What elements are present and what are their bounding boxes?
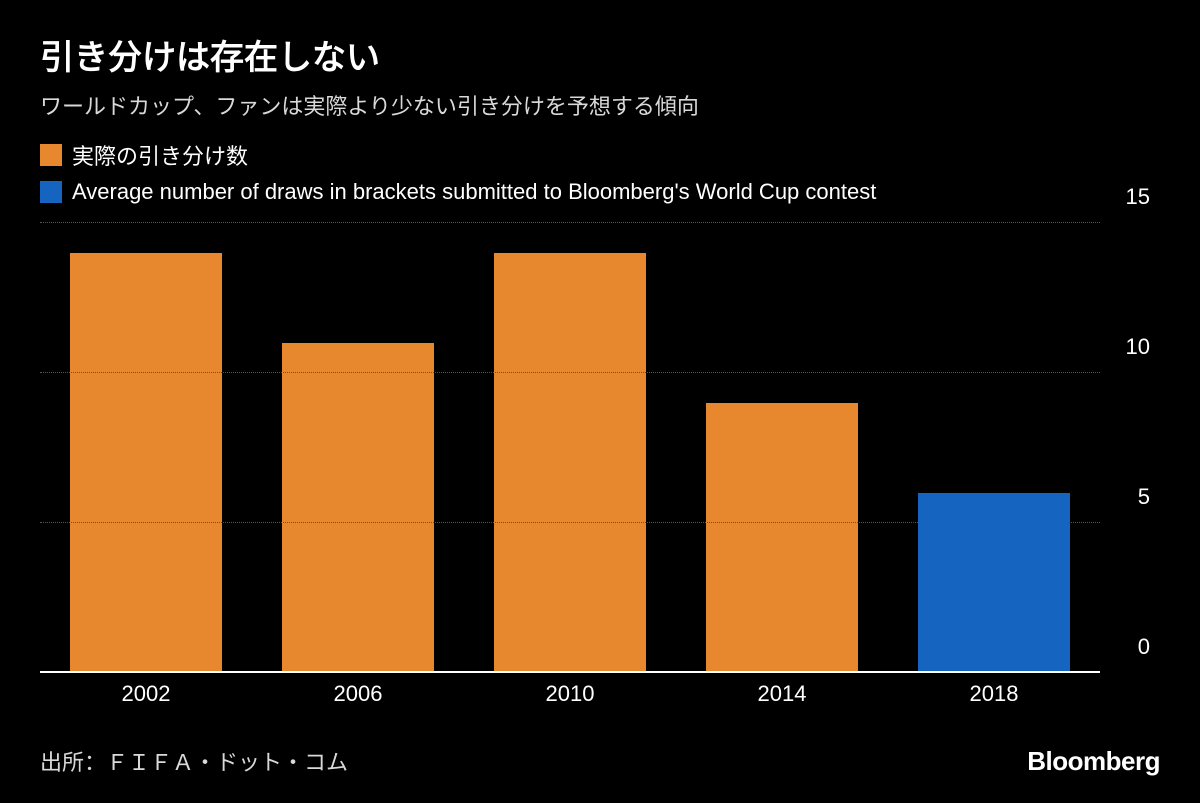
x-tick-label: 2018 [970, 681, 1019, 707]
bar [70, 253, 223, 673]
x-tick-label: 2010 [546, 681, 595, 707]
legend-swatch-icon [40, 181, 62, 203]
bars-group: 20022006201020142018 [40, 223, 1100, 673]
source-text: 出所：ＦＩＦＡ・ドット・コム [40, 745, 348, 777]
plot-area: 20022006201020142018 051015 [40, 223, 1100, 713]
chart-footer: 出所：ＦＩＦＡ・ドット・コム Bloomberg [40, 745, 1160, 777]
legend-item-predicted: Average number of draws in brackets subm… [40, 179, 1160, 205]
x-tick-label: 2014 [758, 681, 807, 707]
bloomberg-logo: Bloomberg [1027, 746, 1160, 777]
bar [282, 343, 435, 673]
legend-label: 実際の引き分け数 [72, 139, 248, 171]
bar-slot: 2002 [40, 223, 252, 673]
bar [494, 253, 647, 673]
legend-swatch-icon [40, 144, 62, 166]
y-tick-label: 10 [1110, 334, 1150, 360]
legend-label: Average number of draws in brackets subm… [72, 179, 876, 205]
baseline [40, 671, 1100, 673]
bar [918, 493, 1071, 673]
x-tick-label: 2002 [122, 681, 171, 707]
y-tick-label: 0 [1110, 634, 1150, 660]
y-tick-label: 15 [1110, 184, 1150, 210]
chart-title: 引き分けは存在しない [40, 30, 1160, 79]
plot-inner: 20022006201020142018 051015 [40, 223, 1100, 673]
bar-slot: 2010 [464, 223, 676, 673]
gridline [40, 372, 1100, 373]
x-tick-label: 2006 [334, 681, 383, 707]
y-tick-label: 5 [1110, 484, 1150, 510]
bar-slot: 2014 [676, 223, 888, 673]
legend-item-actual: 実際の引き分け数 [40, 139, 1160, 171]
legend: 実際の引き分け数 Average number of draws in brac… [40, 139, 1160, 205]
bar-slot: 2006 [252, 223, 464, 673]
bar [706, 403, 859, 673]
gridline [40, 222, 1100, 223]
bar-slot: 2018 [888, 223, 1100, 673]
chart-container: 引き分けは存在しない ワールドカップ、ファンは実際より少ない引き分けを予想する傾… [0, 0, 1200, 803]
gridline [40, 522, 1100, 523]
chart-subtitle: ワールドカップ、ファンは実際より少ない引き分けを予想する傾向 [40, 89, 1160, 121]
